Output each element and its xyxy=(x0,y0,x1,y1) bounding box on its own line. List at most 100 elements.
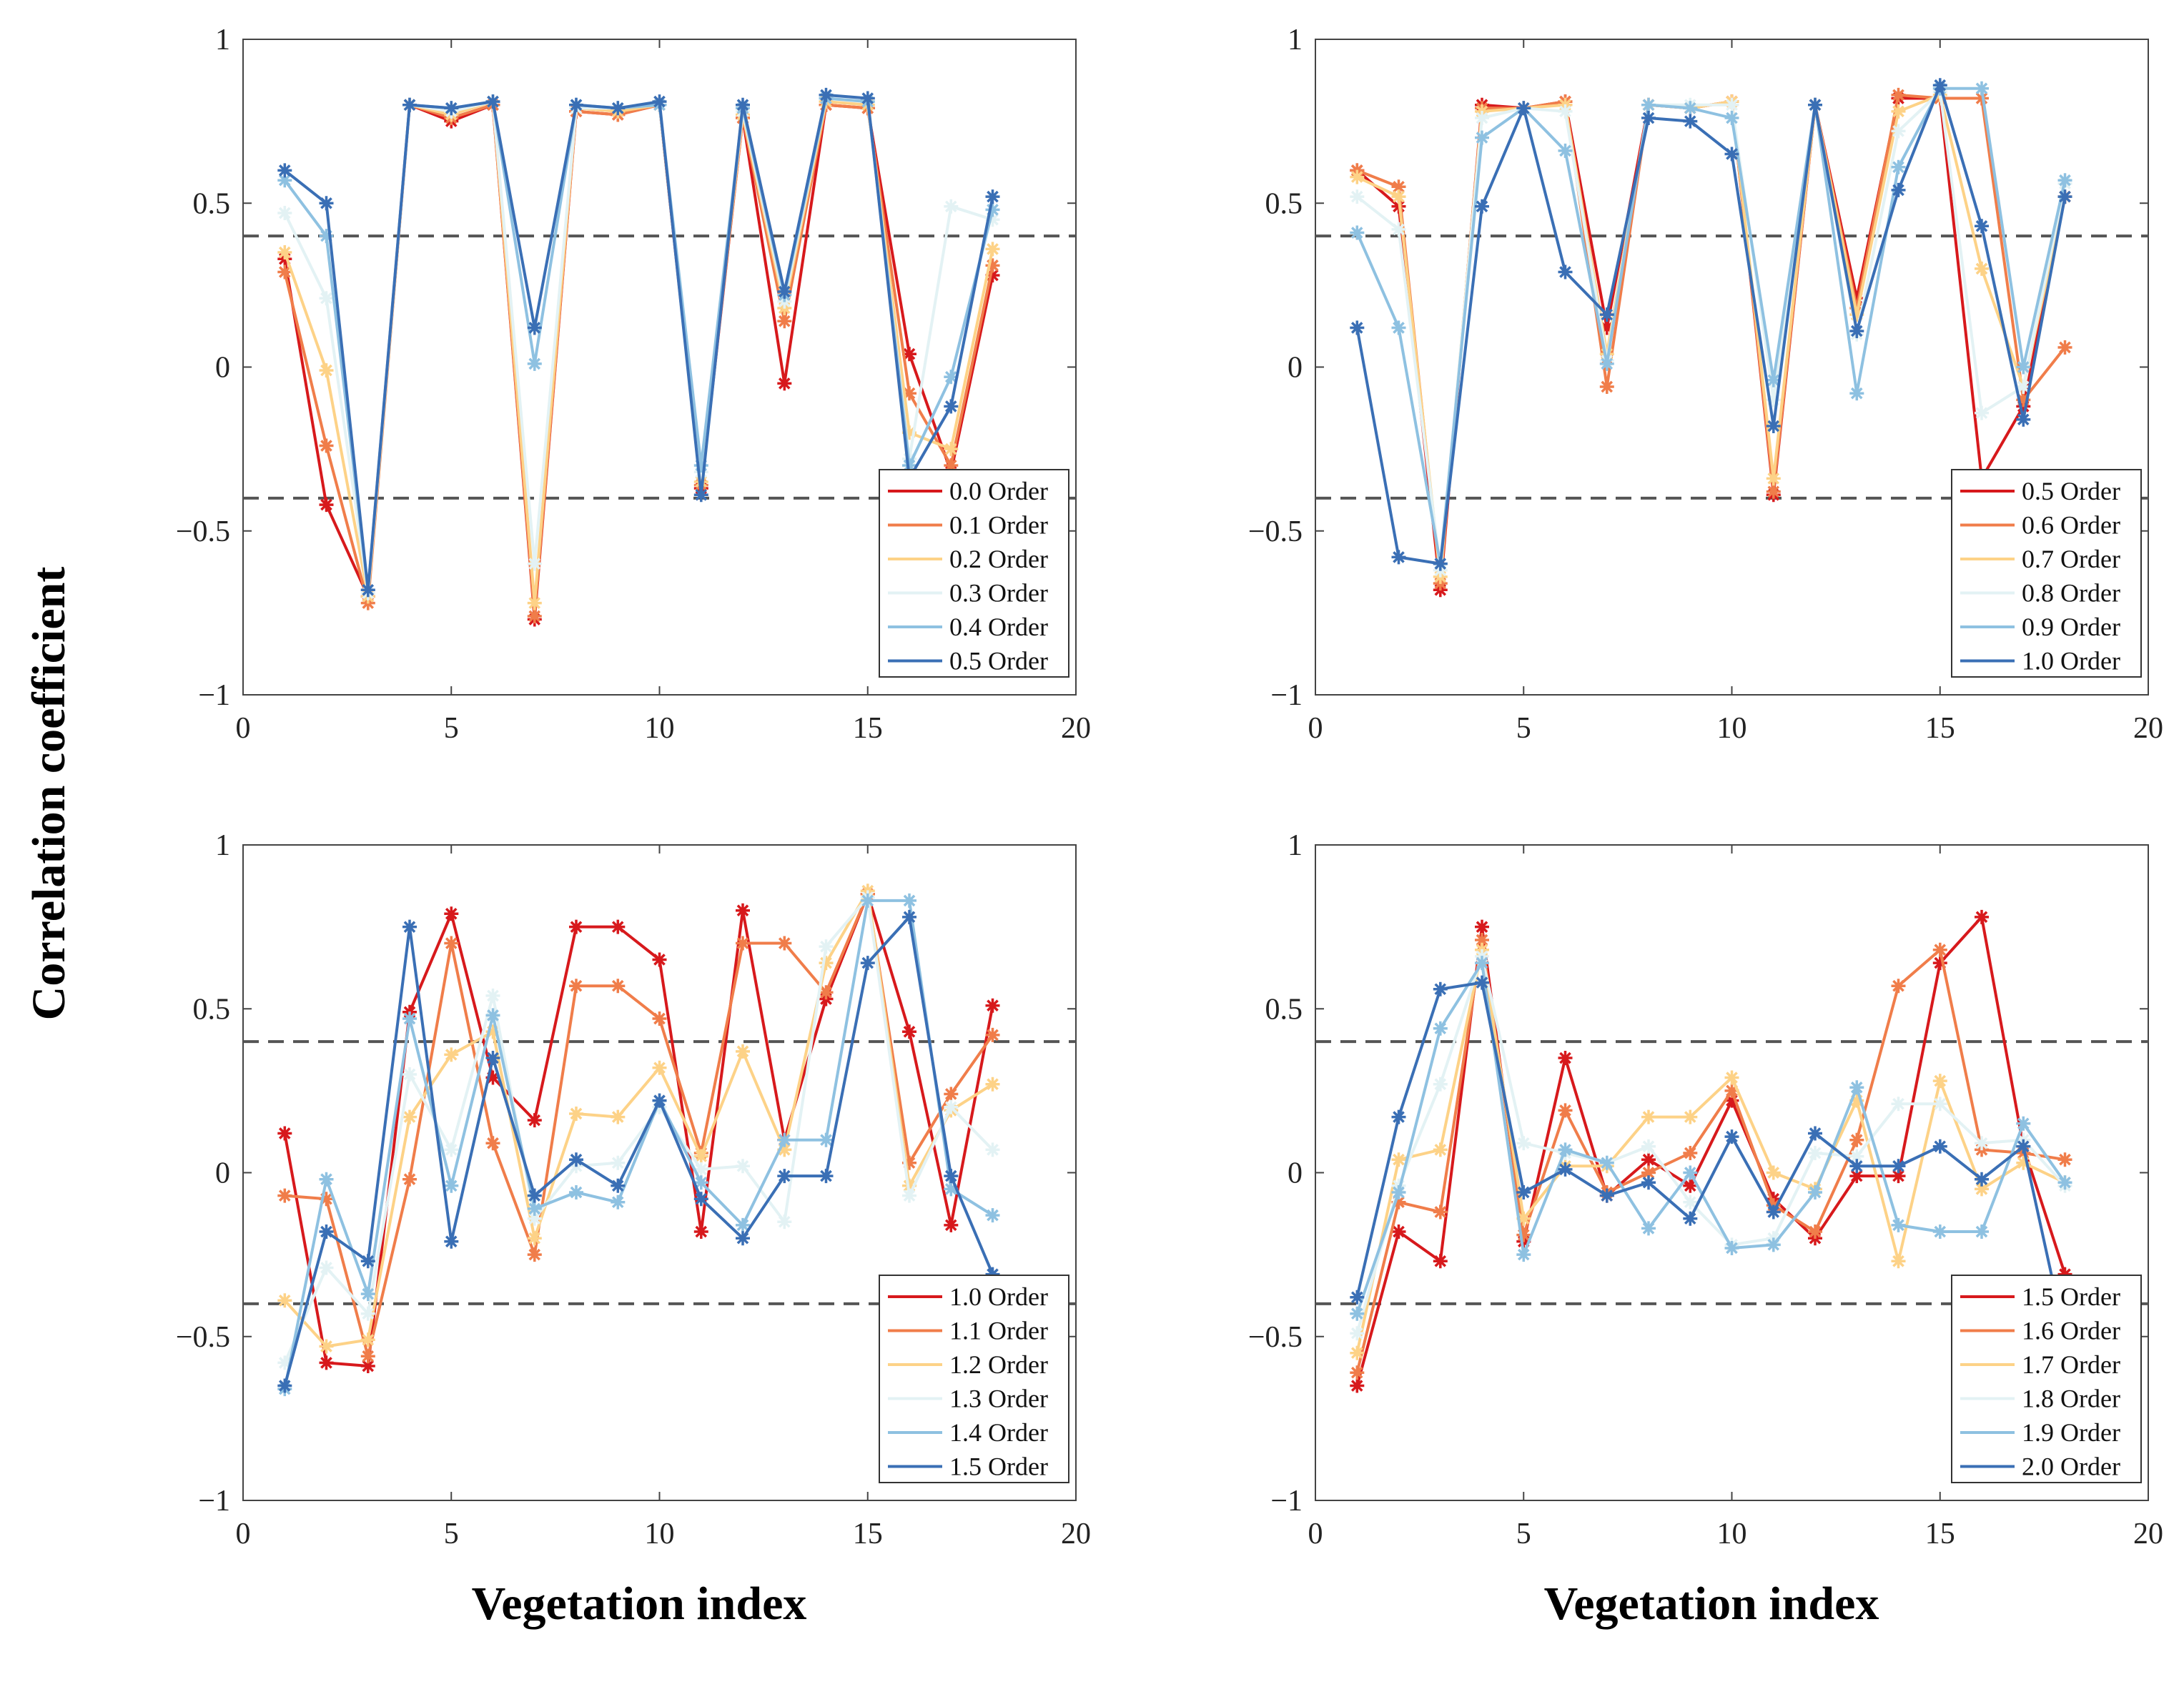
x-tick-label: 10 xyxy=(645,712,675,745)
data-point xyxy=(485,1008,500,1023)
data-point xyxy=(944,1182,959,1197)
data-point xyxy=(1808,1146,1822,1160)
data-point xyxy=(652,1011,667,1026)
data-point xyxy=(527,356,542,371)
data-point xyxy=(1350,320,1365,335)
data-point xyxy=(1891,87,1906,102)
data-point xyxy=(319,1172,334,1187)
y-tick-label: 1 xyxy=(1288,24,1303,56)
data-point xyxy=(319,229,334,244)
legend-label: 1.3 Order xyxy=(949,1385,1048,1413)
data-point xyxy=(277,206,292,220)
data-point xyxy=(902,909,916,924)
data-point xyxy=(985,202,1000,217)
data-point xyxy=(444,936,459,951)
legend: 0.0 Order 0.1 Order 0.2 Order 0.3 Order 0.4 … xyxy=(879,469,1069,678)
data-point xyxy=(819,956,834,971)
data-point xyxy=(527,609,542,623)
subplot-top-left: 0 5 10 15 20 −1 −0.5 0 0.5 1 0.0 Order 0.1 Order 0.2… xyxy=(176,24,1091,745)
legend-box xyxy=(1951,469,2142,678)
legend-label: 0.2 Order xyxy=(949,545,1048,573)
data-point xyxy=(944,1217,959,1232)
legend-label: 1.5 Order xyxy=(949,1453,1048,1481)
data-point xyxy=(1891,124,1906,139)
data-point xyxy=(611,1109,626,1124)
data-point xyxy=(1558,143,1573,158)
data-point xyxy=(1849,1080,1864,1095)
y-tick-label: 0 xyxy=(1288,352,1303,385)
data-point xyxy=(1808,1225,1822,1239)
data-point xyxy=(1641,1152,1656,1167)
data-point xyxy=(2016,412,2031,427)
y-tick-label: −1 xyxy=(198,1485,230,1518)
data-point xyxy=(319,363,334,378)
data-point xyxy=(736,1217,750,1232)
legend-box xyxy=(879,469,1069,678)
legend: 1.5 Order 1.6 Order 1.7 Order 1.8 Order 1.9 … xyxy=(1951,1275,2142,1483)
legend-label: 0.5 Order xyxy=(949,647,1048,676)
data-point xyxy=(1891,159,1906,174)
data-point xyxy=(1891,104,1906,119)
y-tick-label: 0.5 xyxy=(193,187,231,220)
data-point xyxy=(1932,1097,1947,1112)
data-point xyxy=(1975,81,1989,96)
x-tick-label: 0 xyxy=(236,712,251,745)
y-tick-label: 0.5 xyxy=(1265,187,1303,220)
x-axis-title-left: Vegetation index xyxy=(472,1578,807,1630)
legend-label: 1.7 Order xyxy=(2022,1350,2120,1379)
x-tick-label: 10 xyxy=(1717,712,1747,745)
data-point xyxy=(2016,1155,2031,1170)
data-point xyxy=(360,583,375,598)
legend-label: 1.0 Order xyxy=(2022,647,2120,676)
data-point xyxy=(1683,101,1698,116)
data-point xyxy=(1558,1162,1573,1177)
x-tick-label: 0 xyxy=(236,1518,251,1550)
data-point xyxy=(1433,981,1448,996)
data-point xyxy=(611,1155,626,1170)
data-point xyxy=(819,985,834,1000)
data-point xyxy=(1350,225,1365,240)
data-point xyxy=(2016,1116,2031,1131)
series-line xyxy=(283,915,994,1387)
data-point xyxy=(693,1192,708,1207)
data-point xyxy=(1683,1178,1698,1193)
data-point xyxy=(1475,956,1489,971)
legend-label: 1.4 Order xyxy=(949,1418,1048,1447)
data-point xyxy=(1683,1211,1698,1226)
data-point xyxy=(611,1194,626,1209)
data-point xyxy=(277,163,292,178)
data-point xyxy=(1350,1326,1365,1341)
y-tick-label: −1 xyxy=(198,679,230,712)
legend-box xyxy=(1951,1275,2142,1483)
data-point xyxy=(1683,1165,1698,1180)
data-point xyxy=(944,1087,959,1102)
data-point xyxy=(777,936,792,951)
data-point xyxy=(1849,386,1864,401)
x-axis-title-right: Vegetation index xyxy=(1544,1578,1879,1630)
legend: 1.0 Order 1.1 Order 1.2 Order 1.3 Order 1.4 … xyxy=(879,1275,1069,1483)
data-point xyxy=(777,1142,792,1157)
data-point xyxy=(1724,111,1739,125)
data-point xyxy=(1391,1185,1406,1199)
data-point xyxy=(736,1231,750,1246)
data-point xyxy=(2016,380,2031,394)
data-point xyxy=(444,101,459,116)
data-point xyxy=(1849,1169,1864,1184)
series-line xyxy=(1355,954,2066,1334)
data-point xyxy=(1975,909,1989,924)
legend-label: 0.1 Order xyxy=(949,511,1048,540)
data-point xyxy=(2057,189,2072,204)
data-point xyxy=(1891,182,1906,197)
data-point xyxy=(1350,189,1365,204)
data-point xyxy=(985,258,1000,273)
data-point xyxy=(569,919,583,934)
series-1-0-order xyxy=(1350,78,2072,571)
data-point xyxy=(527,1211,542,1226)
data-point xyxy=(1683,1194,1698,1209)
data-point xyxy=(860,91,875,106)
data-point xyxy=(1975,405,1989,420)
x-tick-label: 5 xyxy=(1516,712,1531,745)
data-point xyxy=(1932,942,1947,957)
data-point xyxy=(1932,78,1947,93)
data-point xyxy=(1849,1149,1864,1164)
